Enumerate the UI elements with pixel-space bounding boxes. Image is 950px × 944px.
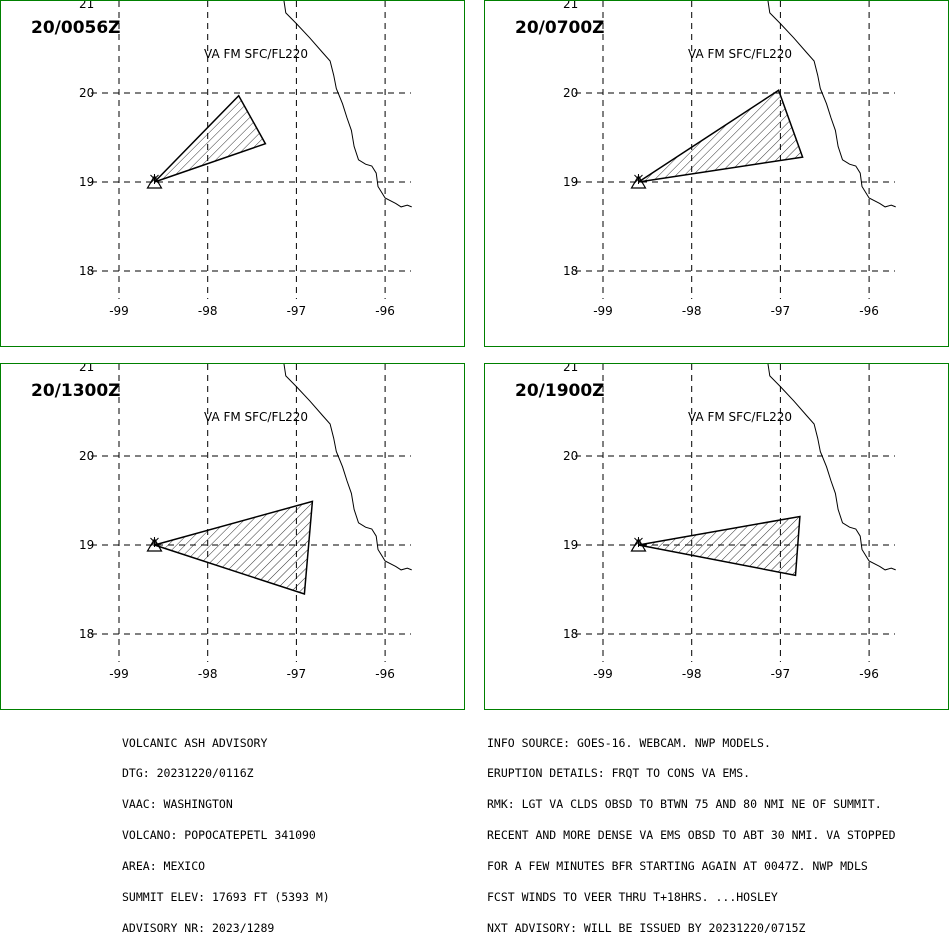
advisory-line: VAAC: WASHINGTON: [122, 797, 233, 812]
ash-map-panel-4: -99 -98 -97 -96 18 19 20 21 20/1900Z VA FM SFC/…: [484, 363, 949, 710]
lon-tick-label: -99: [593, 667, 613, 681]
lon-tick-label: -96: [859, 304, 879, 318]
advisory-line: VOLCANO: POPOCATEPETL 341090: [122, 828, 316, 843]
advisory-line: VOLCANIC ASH ADVISORY: [122, 735, 268, 750]
panel-level-label: VA FM SFC/FL220: [688, 410, 792, 424]
advisory-line: ERUPTION DETAILS: FRQT TO CONS VA EMS.: [487, 766, 751, 781]
advisory-text-right: INFO SOURCE: GOES-16. WEBCAM. NWP MODELS…: [487, 717, 896, 944]
advisory-line: SUMMIT ELEV: 17693 FT (5393 M): [122, 890, 330, 905]
lat-tick-label: 19: [79, 175, 94, 189]
lon-tick-label: -98: [682, 667, 702, 681]
ash-cloud-polygon: [638, 515, 801, 577]
map-canvas: -99 -98 -97 -96 18 19 20 21: [563, 1, 896, 318]
advisory-line: DTG: 20231220/0116Z: [122, 766, 254, 781]
lon-tick-label: -96: [375, 304, 395, 318]
advisory-line: FOR A FEW MINUTES BFR STARTING AGAIN AT …: [487, 859, 868, 874]
eruption-star-icon: [634, 537, 643, 547]
map-canvas: -99 -98 -97 -96 18 19 20 21: [79, 1, 412, 318]
ash-cloud-polygon: [638, 89, 804, 183]
panel-time: 20/0056Z: [31, 18, 121, 38]
eruption-star-icon: [150, 537, 159, 547]
lon-tick-label: -97: [771, 667, 791, 681]
lon-tick-label: -97: [287, 304, 307, 318]
eruption-star-icon: [634, 174, 643, 184]
lat-tick-label: 19: [563, 175, 578, 189]
panel-time: 20/1900Z: [515, 381, 605, 401]
lat-tick-label: 20: [79, 449, 94, 463]
lat-tick-label: 19: [79, 538, 94, 552]
coastline: [283, 364, 412, 571]
lon-tick-label: -97: [287, 667, 307, 681]
advisory-line: RMK: LGT VA CLDS OBSD TO BTWN 75 AND 80 …: [487, 797, 882, 812]
coastline: [283, 1, 412, 208]
lat-tick-label: 21: [79, 364, 94, 374]
ash-cloud-polygon: [153, 94, 267, 183]
lat-tick-label: 21: [563, 1, 578, 11]
lat-tick-label: 20: [563, 86, 578, 100]
lat-tick-label: 18: [79, 627, 94, 641]
lon-tick-label: -99: [593, 304, 613, 318]
panel-level-label: VA FM SFC/FL220: [204, 47, 308, 61]
lat-tick-label: 18: [79, 264, 94, 278]
lat-tick-label: 18: [563, 627, 578, 641]
lon-tick-label: -97: [771, 304, 791, 318]
advisory-text-left: VOLCANIC ASH ADVISORY DTG: 20231220/0116…: [122, 717, 330, 944]
lon-tick-label: -99: [109, 304, 129, 318]
lon-tick-label: -96: [859, 667, 879, 681]
lat-tick-label: 19: [563, 538, 578, 552]
advisory-line: ADVISORY NR: 2023/1289: [122, 920, 275, 935]
lon-tick-label: -96: [375, 667, 395, 681]
panel-time: 20/1300Z: [31, 381, 121, 401]
panel-level-label: VA FM SFC/FL220: [204, 410, 308, 424]
advisory-line: INFO SOURCE: GOES-16. WEBCAM. NWP MODELS…: [487, 735, 771, 750]
lon-tick-label: -98: [198, 667, 218, 681]
lon-tick-label: -98: [682, 304, 702, 318]
lat-tick-label: 21: [563, 364, 578, 374]
lat-tick-label: 20: [563, 449, 578, 463]
advisory-line: RECENT AND MORE DENSE VA EMS OBSD TO ABT…: [487, 828, 896, 843]
lon-tick-label: -98: [198, 304, 218, 318]
eruption-star-icon: [150, 174, 159, 184]
lon-tick-label: -99: [109, 667, 129, 681]
map-canvas: -99 -98 -97 -96 18 19 20 21: [563, 364, 896, 681]
lat-tick-label: 20: [79, 86, 94, 100]
map-canvas: -99 -98 -97 -96 18 19 20 21: [79, 364, 412, 681]
ash-map-panel-3: -99 -98 -97 -96 18 19 20 21 20/1300Z VA FM SFC/…: [0, 363, 465, 710]
ash-cloud-polygon: [151, 500, 314, 596]
lat-tick-label: 18: [563, 264, 578, 278]
coastline: [767, 364, 896, 571]
advisory-line: NXT ADVISORY: WILL BE ISSUED BY 20231220…: [487, 920, 806, 935]
coastline: [767, 1, 896, 208]
ash-map-panel-1: -99 -98 -97 -96 18 19 20 21 20/0056Z VA FM SFC/…: [0, 0, 465, 347]
ash-map-panel-2: -99 -98 -97 -96 18 19 20 21 20/0700Z VA FM SFC/…: [484, 0, 949, 347]
panel-level-label: VA FM SFC/FL220: [688, 47, 792, 61]
advisory-line: FCST WINDS TO VEER THRU T+18HRS. ...HOSL…: [487, 890, 778, 905]
panel-time: 20/0700Z: [515, 18, 605, 38]
lat-tick-label: 21: [79, 1, 94, 11]
advisory-line: AREA: MEXICO: [122, 859, 206, 874]
